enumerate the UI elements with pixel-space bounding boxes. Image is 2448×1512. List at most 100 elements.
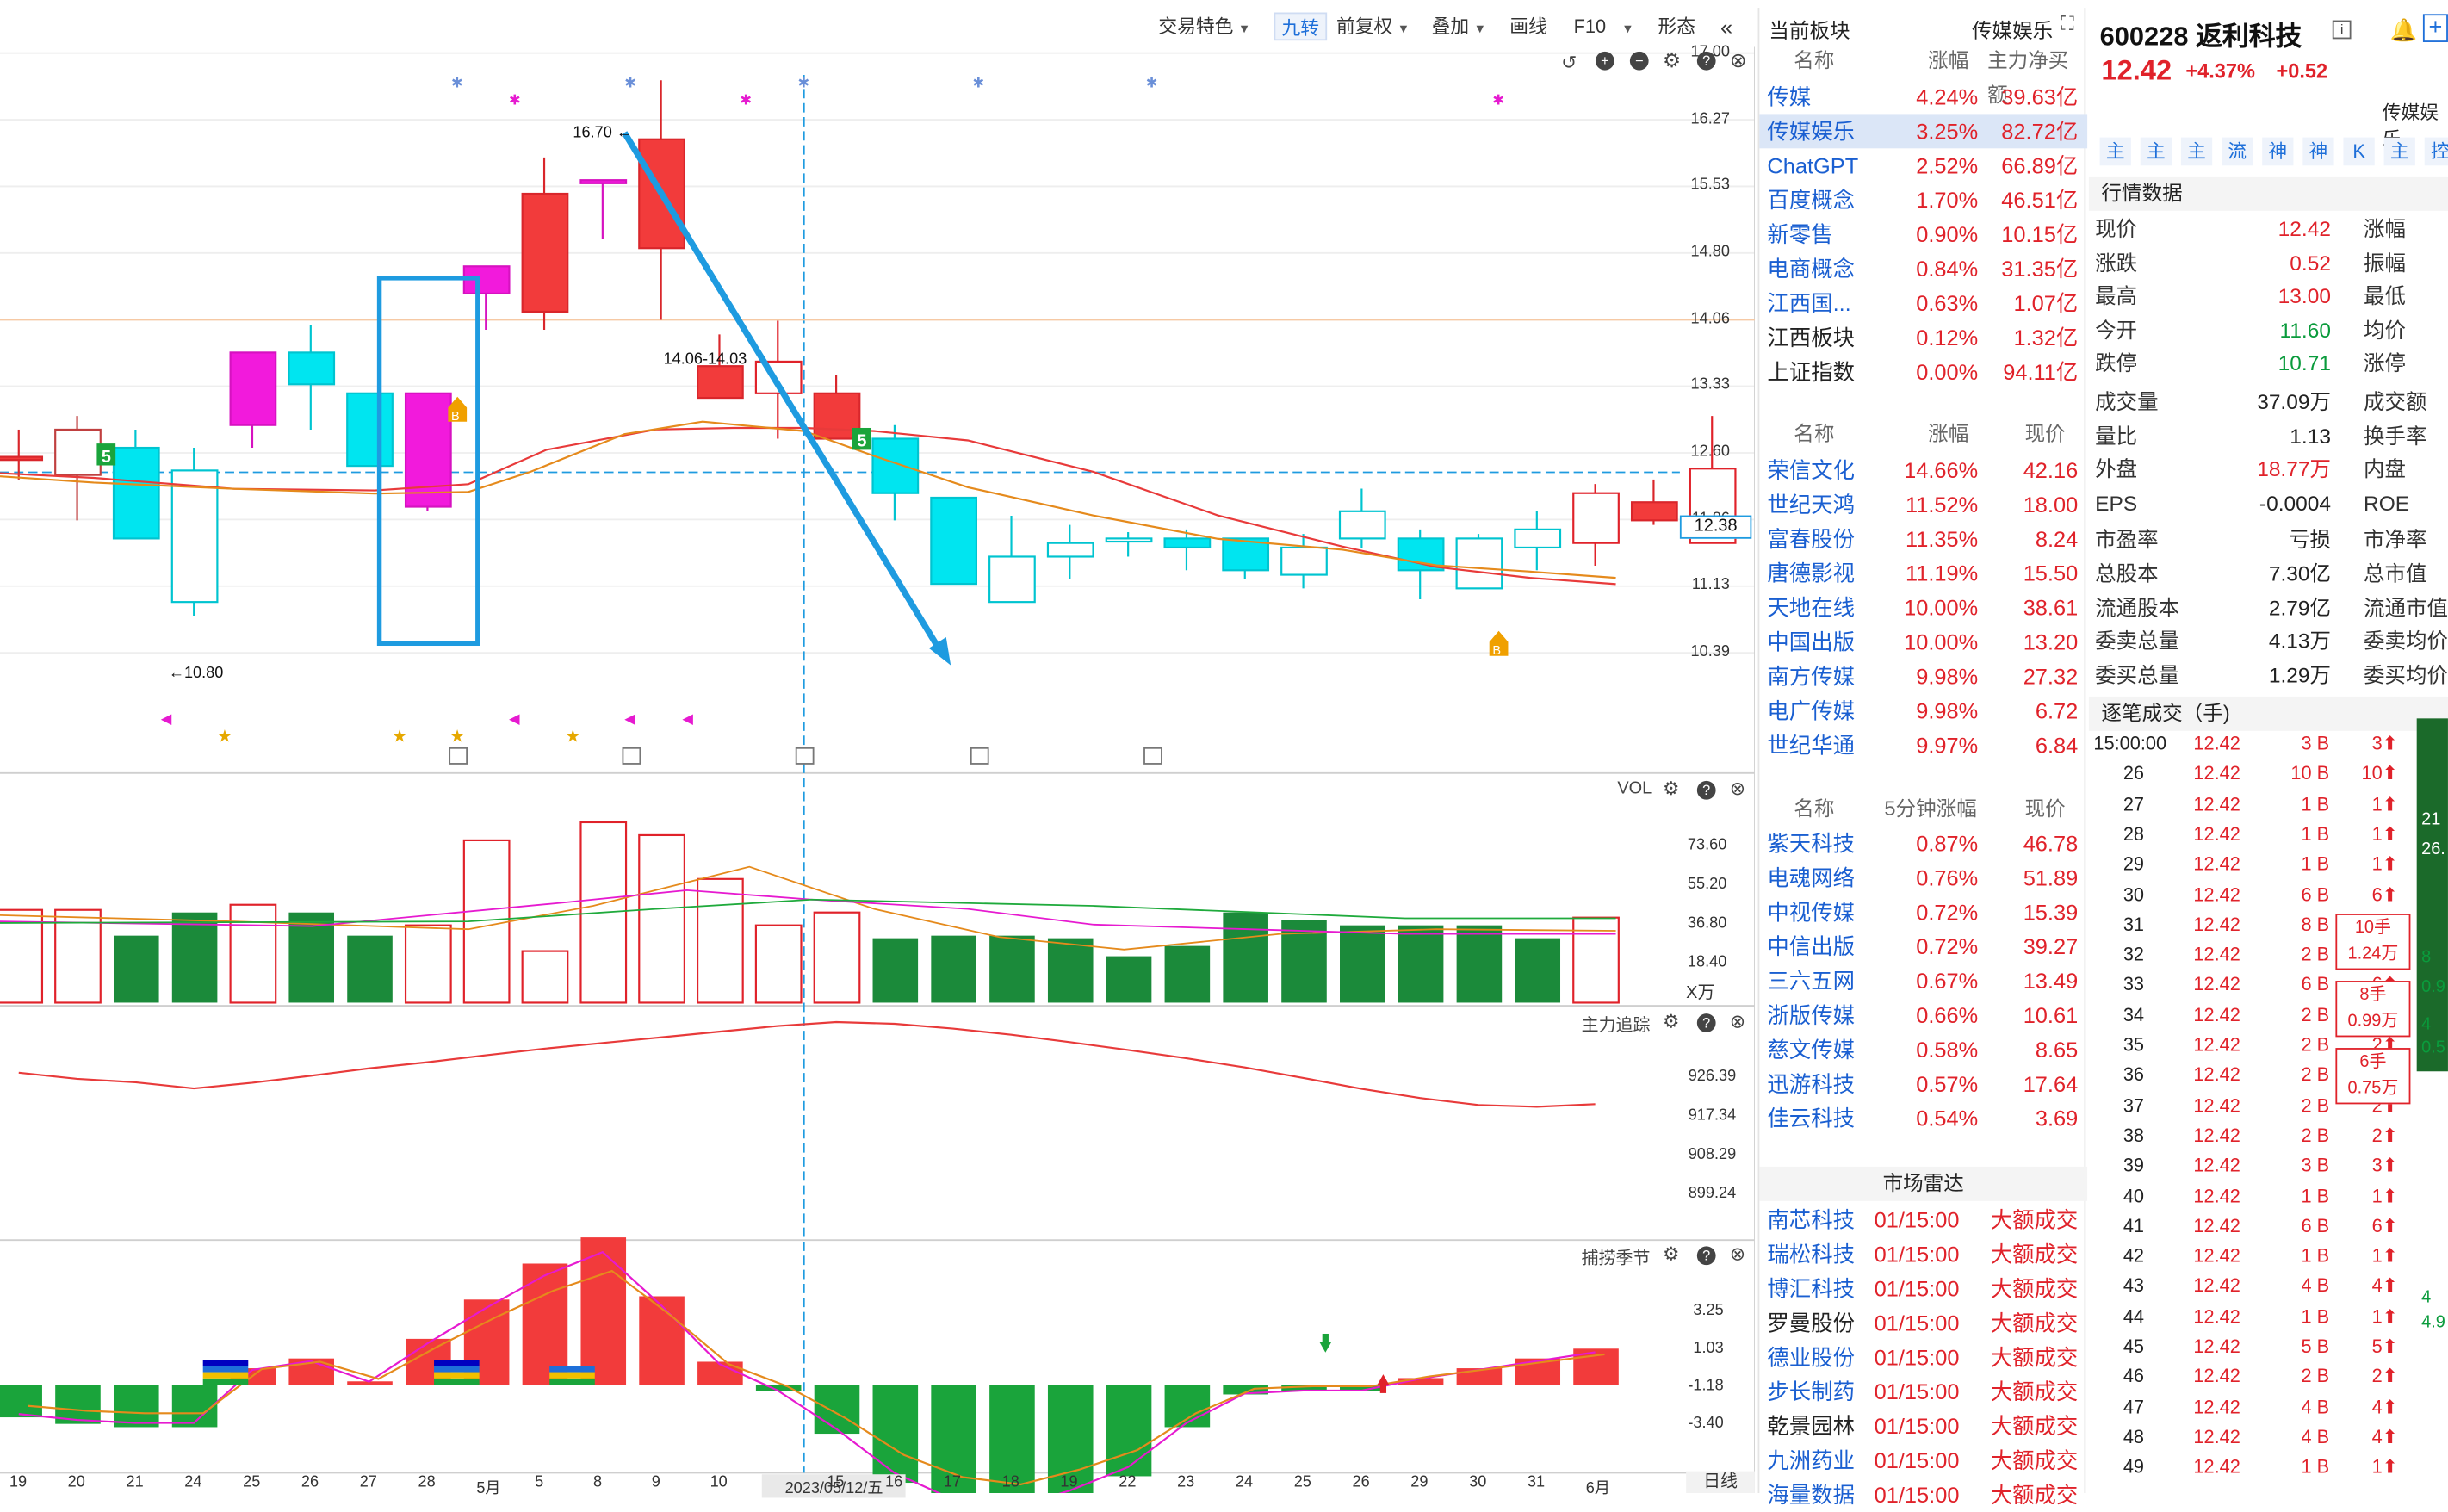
star-icon: ✱ [509, 93, 521, 108]
radar-row[interactable]: 南芯科技 01/15:00 大额成交 [1759, 1203, 2087, 1237]
fast-stock-row[interactable]: 中信出版 0.72% 39.27 [1759, 929, 2087, 964]
fast-stock-row[interactable]: 慈文传媒 0.58% 8.65 [1759, 1032, 2087, 1067]
gear-icon[interactable]: ⚙ [1662, 1242, 1680, 1266]
fast-stock-row[interactable]: 迅游科技 0.57% 17.64 [1759, 1067, 2087, 1101]
fast-stock-row[interactable]: 三六五网 0.67% 13.49 [1759, 964, 2087, 998]
toolbar-adjust[interactable]: 前复权 ▼ [1336, 15, 1410, 38]
sector-stock-row[interactable]: 唐德影视 11.19% 15.50 [1759, 556, 2087, 591]
bell-icon[interactable]: 🔔 [2389, 16, 2418, 42]
toolbar-pattern[interactable]: 形态 [1658, 15, 1696, 38]
undo-icon[interactable]: ↺ [1561, 51, 1577, 74]
info-icon[interactable]: i [2332, 20, 2352, 40]
radar-row[interactable]: 乾景园林 01/15:00 大额成交 [1759, 1409, 2087, 1443]
gear-icon[interactable]: ⚙ [1662, 1010, 1680, 1032]
indicator-tab[interactable]: K [2343, 137, 2375, 166]
signal-stripe [202, 1378, 249, 1385]
indicator-tab[interactable]: 流 [2222, 137, 2253, 166]
gear-icon[interactable]: ⚙ [1662, 48, 1682, 72]
sector-row[interactable]: 新零售 0.90% 10.15亿 [1759, 217, 2087, 251]
close-icon[interactable]: ⊗ [1729, 1242, 1746, 1266]
price-axis-label: 16.27 [1690, 110, 1730, 128]
help-icon[interactable]: ? [1696, 51, 1716, 71]
date-label: 31 [1527, 1474, 1546, 1492]
sector-stock-row[interactable]: 富春股份 11.35% 8.24 [1759, 522, 2087, 556]
column-header[interactable]: 5分钟涨幅 [1884, 796, 1977, 821]
radar-row[interactable]: 博汇科技 01/15:00 大额成交 [1759, 1271, 2087, 1305]
fast-stock-row[interactable]: 中视传媒 0.72% 15.39 [1759, 895, 2087, 929]
stock-price: 8.65 [2035, 1037, 2079, 1063]
sector-row[interactable]: 江西板块 0.12% 1.32亿 [1759, 320, 2087, 355]
period-label[interactable]: 日线 [1686, 1471, 1755, 1493]
help-icon[interactable]: ? [1696, 780, 1716, 800]
expand-icon[interactable]: ⛶ [2061, 12, 2074, 34]
collapse-icon[interactable]: « [1720, 14, 1733, 40]
stock-name: 三六五网 [1767, 968, 1855, 994]
column-header[interactable]: 名称 [1794, 48, 1835, 72]
current-sector-label[interactable]: 传媒娱乐 [1971, 18, 2054, 42]
column-header[interactable]: 现价 [2024, 796, 2066, 821]
help-icon[interactable]: ? [1696, 1013, 1716, 1032]
radar-row[interactable]: 罗曼股份 01/15:00 大额成交 [1759, 1305, 2087, 1340]
toolbar-f10[interactable]: F10 ▼ [1573, 15, 1634, 38]
sector-stock-row[interactable]: 世纪华通 9.97% 6.84 [1759, 728, 2087, 762]
indicator-tab[interactable]: 控 [2424, 137, 2448, 166]
fast-stock-row[interactable]: 浙版传媒 0.66% 10.61 [1759, 998, 2087, 1032]
sector-row[interactable]: 江西国... 0.63% 1.07亿 [1759, 286, 2087, 320]
sector-row[interactable]: ChatGPT 2.52% 66.89亿 [1759, 148, 2087, 183]
toolbar-overlay[interactable]: 叠加 ▼ [1431, 15, 1486, 38]
toolbar-nine-turn[interactable]: 九转 [1274, 12, 1328, 41]
indicator-tab[interactable]: 神 [2262, 137, 2294, 166]
vol-unit: X万 [1686, 983, 1715, 1003]
sector-row[interactable]: 传媒 4.24% 39.63亿 [1759, 80, 2087, 115]
close-icon[interactable]: ⊗ [1729, 778, 1746, 800]
kline-chart-area[interactable]: ✱ ✱ ✱ ✱ ✱ ✱ ✱ ✱ ★ ★ ★ ★ ◀ ◀ ◀ ◀ 5 5 B B [0, 46, 1755, 1493]
radar-row[interactable]: 德业股份 01/15:00 大额成交 [1759, 1340, 2087, 1374]
tick-time: 41 [2123, 1214, 2145, 1237]
toolbar-trade-features[interactable]: 交易特色 ▼ [1158, 15, 1251, 38]
radar-row[interactable]: 瑞松科技 01/15:00 大额成交 [1759, 1237, 2087, 1272]
column-header[interactable]: 名称 [1794, 421, 1835, 445]
column-header[interactable]: 涨幅 [1928, 421, 1969, 445]
stock-pct: 0.87% [1916, 830, 1979, 856]
tick-count: 2⬆ [2371, 1124, 2398, 1147]
sector-stock-row[interactable]: 世纪天鸿 11.52% 18.00 [1759, 487, 2087, 522]
fast-stock-row[interactable]: 佳云科技 0.54% 3.69 [1759, 1101, 2087, 1136]
column-header[interactable]: 名称 [1794, 796, 1835, 821]
sector-row[interactable]: 电商概念 0.84% 31.35亿 [1759, 251, 2087, 286]
radar-row[interactable]: 九洲药业 01/15:00 大额成交 [1759, 1443, 2087, 1478]
help-icon[interactable]: ? [1696, 1246, 1716, 1266]
fast-stock-row[interactable]: 紫天科技 0.87% 46.78 [1759, 827, 2087, 861]
column-header[interactable]: 涨幅 [1928, 48, 1969, 72]
sector-row[interactable]: 百度概念 1.70% 46.51亿 [1759, 183, 2087, 217]
quote-row: EPS -0.0004 ROE [2089, 487, 2448, 520]
zoom-out-icon[interactable]: − [1629, 51, 1649, 71]
sector-stock-row[interactable]: 天地在线 10.00% 38.61 [1759, 591, 2087, 625]
indicator-tab[interactable]: 神 [2302, 137, 2334, 166]
close-icon[interactable]: ⊗ [1729, 1010, 1746, 1032]
column-header[interactable]: 主力净买额 [1987, 48, 2069, 107]
zoom-in-icon[interactable]: + [1595, 51, 1614, 71]
indicator-tab[interactable]: 主 [2099, 137, 2131, 166]
indicator-tab[interactable]: 主 [2140, 137, 2172, 166]
sector-stock-row[interactable]: 南方传媒 9.98% 27.32 [1759, 659, 2087, 693]
gear-icon[interactable]: ⚙ [1662, 778, 1680, 800]
date-label: 15 [827, 1474, 845, 1492]
sector-row[interactable]: 传媒娱乐 3.25% 82.72亿 [1759, 114, 2088, 149]
chevron-down-icon: ▼ [1397, 22, 1410, 36]
indicator-tab[interactable]: 主 [2383, 137, 2415, 166]
toolbar-draw-line[interactable]: 画线 [1509, 15, 1547, 38]
indicator-tab[interactable]: 主 [2180, 137, 2213, 166]
sector-stock-row[interactable]: 中国出版 10.00% 13.20 [1759, 625, 2087, 660]
close-icon[interactable]: ⊗ [1729, 48, 1747, 72]
column-header[interactable]: 现价 [2024, 421, 2066, 445]
fishing-bar [347, 1381, 393, 1385]
sector-pct: 2.52% [1916, 152, 1979, 178]
sector-row[interactable]: 上证指数 0.00% 94.11亿 [1759, 355, 2087, 389]
radar-row[interactable]: 海量数据 01/15:00 大额成交 [1759, 1478, 2087, 1512]
sector-stock-row[interactable]: 电广传媒 9.98% 6.72 [1759, 693, 2087, 728]
tick-time: 46 [2123, 1365, 2145, 1388]
sector-stock-row[interactable]: 荣信文化 14.66% 42.16 [1759, 453, 2087, 487]
radar-row[interactable]: 步长制药 01/15:00 大额成交 [1759, 1374, 2087, 1409]
fast-stock-row[interactable]: 电魂网络 0.76% 51.89 [1759, 860, 2087, 895]
add-watch-button[interactable]: + [2422, 14, 2448, 42]
